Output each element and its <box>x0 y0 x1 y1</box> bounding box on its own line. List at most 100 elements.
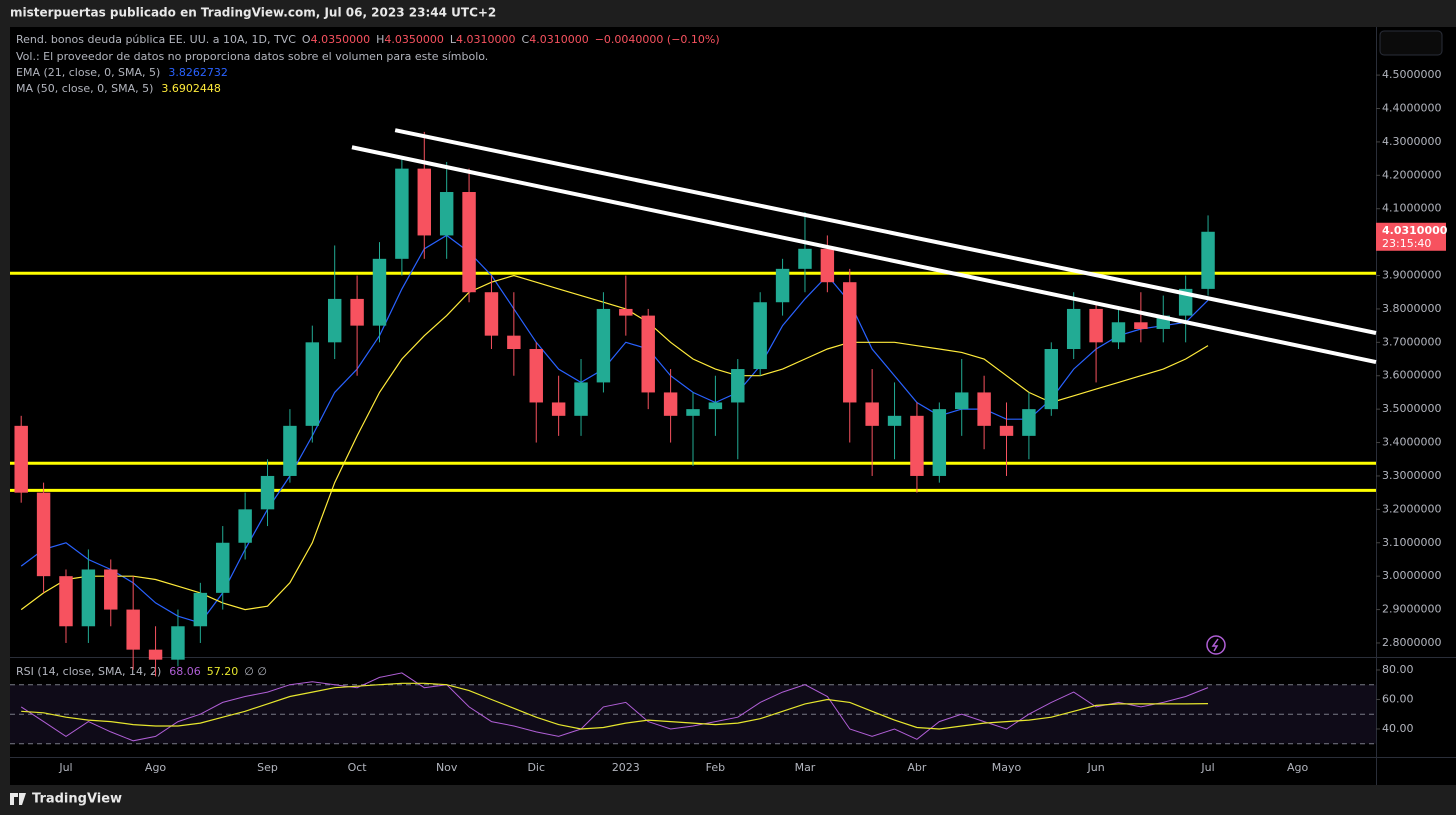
ohlc-label: C <box>522 33 530 46</box>
candle-body <box>193 592 208 627</box>
candle-body <box>305 342 320 426</box>
trendline <box>351 145 1377 364</box>
candle-body <box>36 492 51 577</box>
ema-name: EMA (21, close, 0, SMA, 5) <box>16 66 160 79</box>
candle-body <box>977 392 991 426</box>
y-tick-label: 3.7000000 <box>1382 335 1442 348</box>
volume-note: Vol.: El proveedor de datos no proporcio… <box>16 50 488 63</box>
candle-body <box>59 576 73 627</box>
ohlc-value: 4.0350000 <box>384 33 444 46</box>
x-tick-label: Sep <box>257 761 278 774</box>
candle-body <box>260 475 275 510</box>
candle-body <box>775 268 790 303</box>
ohlc-value: 4.0310000 <box>456 33 516 46</box>
logo-mark <box>10 793 26 805</box>
rsi-value: 68.06 <box>169 665 201 678</box>
y-tick-label: 3.1000000 <box>1382 536 1442 549</box>
y-tick-label: 3.6000000 <box>1382 369 1442 382</box>
rsi-extra: ∅ ∅ <box>244 665 267 678</box>
indicator-line <box>20 274 1209 611</box>
x-tick-label: Ago <box>145 761 167 774</box>
y-tick-label: 80.00 <box>1382 663 1414 676</box>
x-tick-label: Mayo <box>992 761 1022 774</box>
countdown: 23:15:40 <box>1382 237 1431 250</box>
candle-body <box>507 335 521 350</box>
y-tick-label: 2.9000000 <box>1382 603 1442 616</box>
candle-body <box>865 402 879 426</box>
y-tick-label: 4.5000000 <box>1382 68 1442 81</box>
rsi-ma-value: 57.20 <box>207 665 239 678</box>
candle-body <box>81 569 96 627</box>
y-tick-label: 3.0000000 <box>1382 569 1442 582</box>
candle-body <box>641 315 655 393</box>
candle-body <box>955 392 969 410</box>
candle-body <box>686 409 700 416</box>
candle-body <box>887 415 902 426</box>
candle-body <box>529 349 543 403</box>
candle-body <box>1134 322 1148 329</box>
y-tick-label: 3.4000000 <box>1382 436 1442 449</box>
x-tick-label: Jul <box>58 761 72 774</box>
ohlc-value: 4.0310000 <box>529 33 589 46</box>
ohlc-label: H <box>376 33 384 46</box>
candle-body <box>574 382 588 416</box>
candle-body <box>843 282 857 403</box>
candle-body <box>439 192 454 236</box>
x-tick-label: Feb <box>706 761 725 774</box>
x-tick-label: Ago <box>1287 761 1309 774</box>
candle-body <box>462 192 476 293</box>
rsi-line <box>20 672 1209 742</box>
attribution: misterpuertas publicado en TradingView.c… <box>10 6 496 20</box>
candle-body <box>1022 409 1036 436</box>
x-tick-label: Abr <box>907 761 927 774</box>
candle-body <box>798 248 812 269</box>
candle-body <box>1044 349 1059 410</box>
x-tick-label: Jul <box>1200 761 1214 774</box>
alert-icon[interactable] <box>1206 635 1226 655</box>
candle-body <box>283 425 297 476</box>
ma-name: MA (50, close, 0, SMA, 5) <box>16 82 153 95</box>
change: −0.0040000 (−0.10%) <box>595 33 720 46</box>
ohlc-value: 4.0350000 <box>311 33 371 46</box>
candle-body <box>619 308 633 316</box>
price-tag-label: 4.0310000 <box>1382 224 1448 237</box>
candle-body <box>216 542 230 593</box>
y-tick-label: 2.8000000 <box>1382 636 1442 649</box>
indicator-value: 3.6902448 <box>161 82 221 95</box>
y-tick-label: 40.00 <box>1382 722 1414 735</box>
scale-button[interactable] <box>1379 30 1443 56</box>
alert-icon-ring <box>1206 635 1226 655</box>
candle-body <box>999 425 1014 436</box>
y-tick-label: 4.2000000 <box>1382 168 1442 181</box>
ohlc-label: O <box>302 33 311 46</box>
x-tick-label: Dic <box>527 761 545 774</box>
candle-body <box>104 569 118 610</box>
y-tick-label: 4.3000000 <box>1382 135 1442 148</box>
candle-body <box>14 425 28 493</box>
trendline <box>394 128 1377 335</box>
footer-logo: TradingView <box>10 792 122 807</box>
candle-body <box>910 415 924 476</box>
candle-body <box>238 509 252 543</box>
candle-body <box>327 298 342 343</box>
x-tick-label: Nov <box>436 761 458 774</box>
candle-body <box>753 302 767 370</box>
candle-body <box>1089 308 1103 343</box>
price-tag <box>1376 222 1446 251</box>
rsi-name: RSI (14, close, SMA, 14, 2) <box>16 665 161 678</box>
candle-body <box>663 392 678 416</box>
candle-body <box>171 626 185 660</box>
candle-body <box>126 609 140 650</box>
y-tick-label: 3.8000000 <box>1382 302 1442 315</box>
indicator-value: 3.8262732 <box>168 66 228 79</box>
y-tick-label: 3.2000000 <box>1382 502 1442 515</box>
x-tick-label: Jun <box>1086 761 1104 774</box>
candle-body <box>417 168 431 236</box>
candle-body <box>551 402 566 416</box>
indicator-line <box>20 234 1209 624</box>
ohlc-label: L <box>450 33 457 46</box>
candle-body <box>1066 308 1081 350</box>
rsi-ma-line <box>21 682 1209 730</box>
